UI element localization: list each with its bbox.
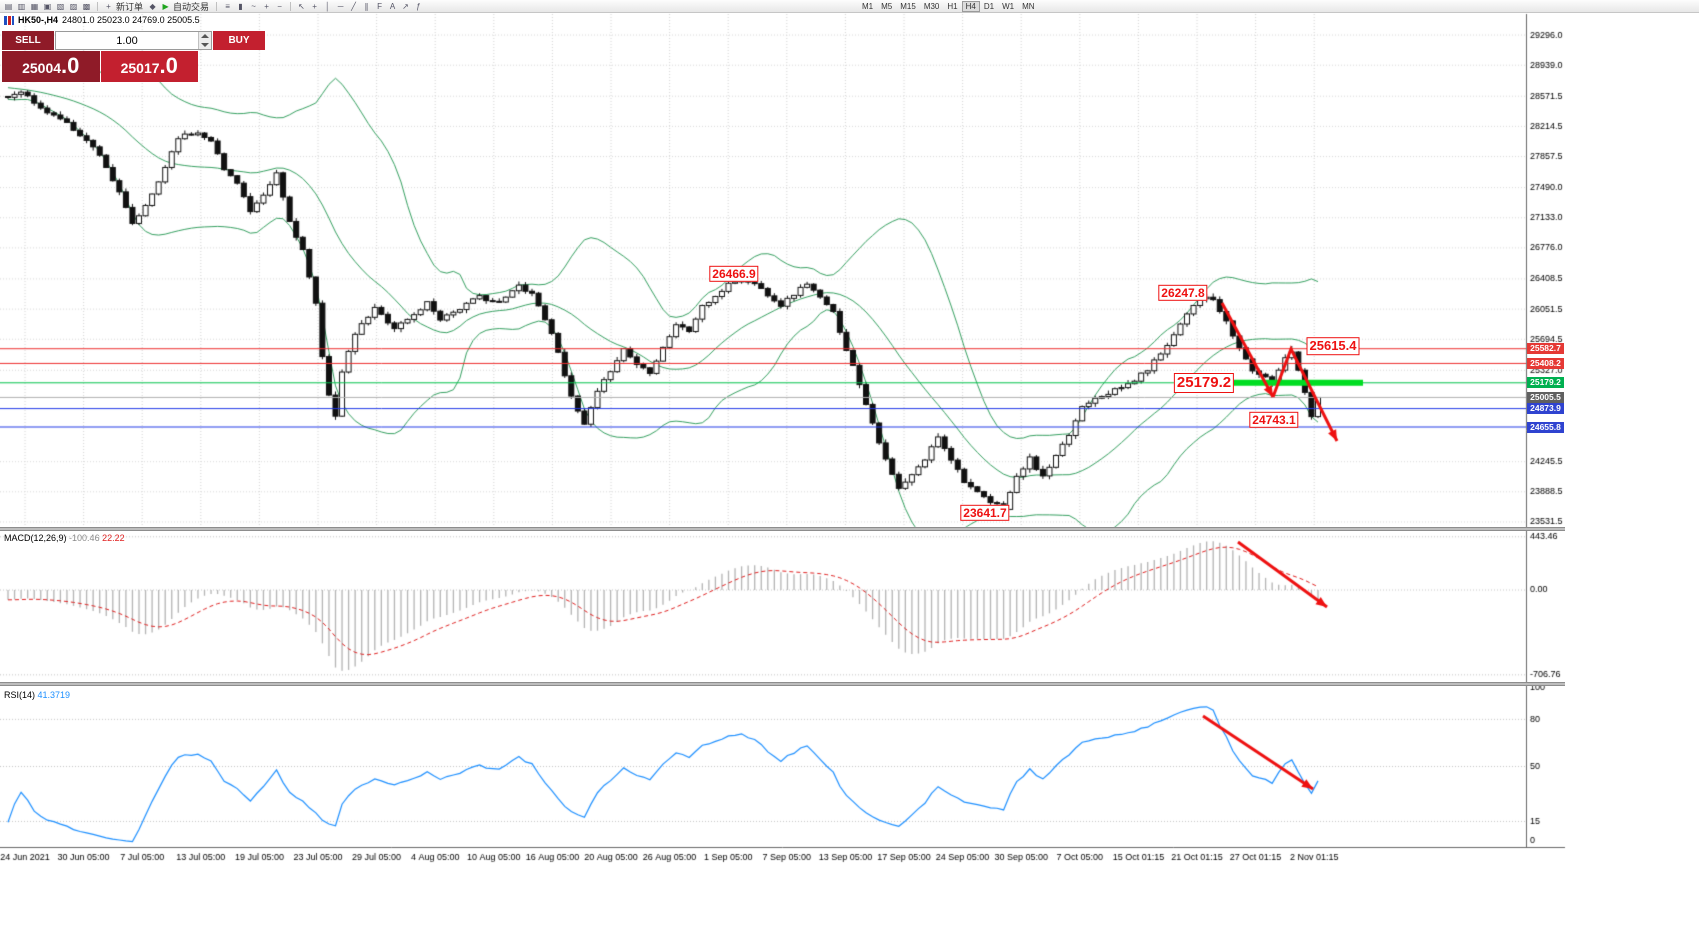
buy-button[interactable]: BUY (213, 31, 265, 50)
panel-separator[interactable] (0, 527, 1565, 531)
rsi-name: RSI(14) (4, 690, 36, 700)
volume-spinner (198, 32, 211, 49)
rsi-indicator-label: RSI(14) 41.3719 (4, 690, 70, 700)
buy-price-dec: .0 (159, 53, 178, 78)
equidistant-channel-icon[interactable]: ∥ (364, 1, 369, 11)
main-toolbar: ▤ ▥ ▦ ▣ ▧ ▨ ▩ + 新订单 ◆ ▶ 自动交易 ≡ ▮ ~ + − ↖ + │ ─ ╱ ∥ F A ↗ ƒ (0, 0, 1699, 13)
rsi-value: 41.3719 (37, 690, 71, 700)
vertical-line-icon[interactable]: │ (325, 1, 331, 11)
timeframe-mn-button[interactable]: MN (1022, 2, 1035, 11)
cursor-icon[interactable]: ↖ (298, 1, 305, 11)
zoom-out-icon[interactable]: − (277, 1, 282, 11)
candlestick-chart-icon[interactable]: ▮ (238, 1, 243, 11)
macd-name: MACD(12,26,9) (4, 533, 67, 543)
fibonacci-retracement-icon[interactable]: F (377, 1, 382, 11)
market-watch-icon[interactable]: ▦ (30, 1, 39, 11)
metaeditor-icon[interactable]: ◆ (149, 1, 156, 11)
volume-decrease-button[interactable] (199, 40, 211, 49)
new-chart-icon[interactable]: ▤ (4, 1, 13, 11)
macd-indicator-label: MACD(12,26,9) -100.46 22.22 (4, 533, 125, 543)
navigator-icon[interactable]: ▧ (56, 1, 65, 11)
timeframe-m1-button[interactable]: M1 (862, 2, 874, 11)
data-window-icon[interactable]: ▣ (43, 1, 52, 11)
line-chart-icon[interactable]: ~ (251, 1, 256, 11)
timeframe-d1-button[interactable]: D1 (983, 2, 995, 11)
terminal-icon[interactable]: ▨ (69, 1, 78, 11)
zoom-in-icon[interactable]: + (264, 1, 269, 11)
text-tool-icon[interactable]: A (389, 1, 396, 11)
new-order-icon[interactable]: + (106, 1, 111, 11)
toolbar-separator (290, 1, 292, 11)
toolbar-separator (97, 1, 98, 11)
timeframe-h4-button[interactable]: H4 (961, 1, 980, 12)
bar-chart-icon[interactable]: ≡ (225, 1, 230, 11)
toolbar-separator (216, 1, 218, 11)
arrow-tool-icon[interactable]: ↗ (402, 1, 409, 11)
sell-button[interactable]: SELL (2, 31, 54, 50)
crosshair-icon[interactable]: + (312, 1, 317, 11)
autotrading-icon[interactable]: ▶ (162, 1, 169, 11)
horizontal-line-icon[interactable]: ─ (337, 1, 344, 11)
timeframe-m5-button[interactable]: M5 (881, 2, 893, 11)
macd-signal-value: 22.22 (102, 533, 125, 543)
sell-price[interactable]: 25004.0 (2, 51, 100, 82)
buy-price-int: 25017 (120, 60, 160, 76)
volume-input[interactable] (56, 32, 198, 49)
new-order-label[interactable]: 新订单 (116, 1, 144, 12)
buy-price[interactable]: 25017.0 (100, 51, 198, 82)
symbol-period-label: HK50-,H4 (18, 15, 59, 25)
trendline-icon[interactable]: ╱ (351, 1, 356, 11)
timeframe-m30-button[interactable]: M30 (923, 2, 940, 11)
macd-value: -100.46 (69, 533, 100, 543)
timeframe-w1-button[interactable]: W1 (1002, 2, 1015, 11)
sell-price-dec: .0 (61, 53, 80, 78)
timeframe-h1-button[interactable]: H1 (947, 2, 958, 11)
timeframe-m15-button[interactable]: M15 (900, 2, 916, 11)
volume-increase-button[interactable] (199, 32, 211, 41)
indicators-icon[interactable]: ƒ (416, 1, 421, 11)
one-click-trading-panel: SELL BUY 25004.0 25017.0 (2, 31, 265, 82)
panel-separator[interactable] (0, 682, 1565, 686)
chart-symbol-icon (4, 15, 14, 25)
volume-input-group (55, 31, 212, 50)
sell-price-int: 25004 (22, 60, 62, 76)
strategy-tester-icon[interactable]: ▩ (82, 1, 91, 11)
ohlc-values: 24801.0 25023.0 24769.0 25005.5 (62, 15, 200, 25)
chart-profiles-icon[interactable]: ▥ (17, 1, 26, 11)
autotrading-label[interactable]: 自动交易 (173, 1, 210, 12)
timeframe-toolbar: M1 M5 M15 M30 H1 H4 D1 W1 MN (858, 1, 1039, 12)
chart-header: HK50-,H4 24801.0 25023.0 24769.0 25005.5 (4, 15, 200, 25)
